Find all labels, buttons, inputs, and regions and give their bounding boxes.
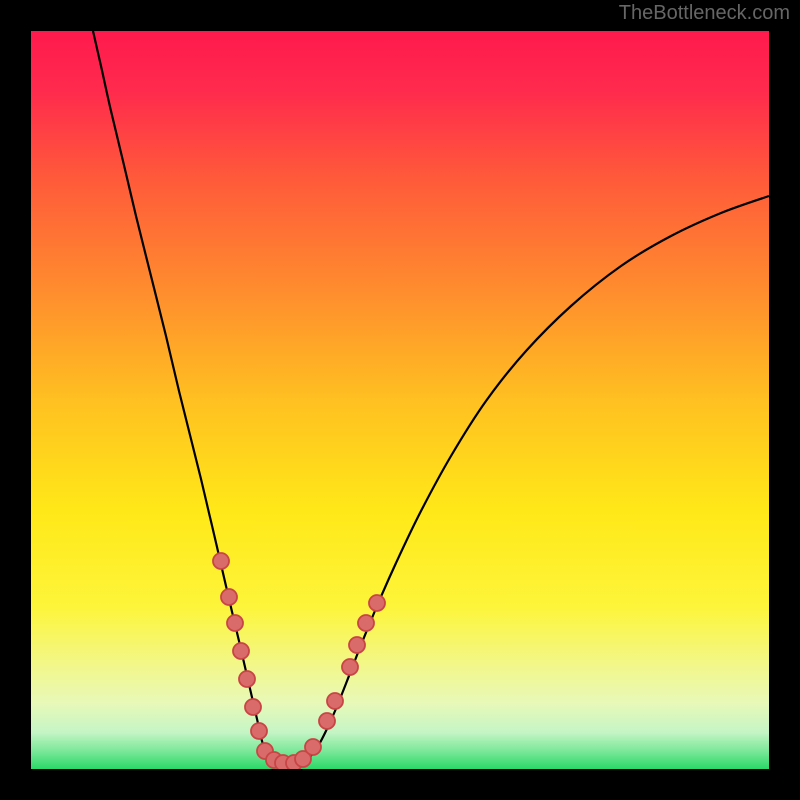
data-marker	[213, 553, 229, 569]
data-marker	[233, 643, 249, 659]
left-curve	[93, 31, 291, 764]
data-marker	[305, 739, 321, 755]
data-marker	[245, 699, 261, 715]
data-markers	[213, 553, 385, 769]
curve-layer	[31, 31, 769, 769]
data-marker	[369, 595, 385, 611]
data-marker	[221, 589, 237, 605]
chart-container: TheBottleneck.com	[0, 0, 800, 800]
watermark-text: TheBottleneck.com	[619, 2, 790, 25]
data-marker	[319, 713, 335, 729]
data-marker	[251, 723, 267, 739]
data-marker	[358, 615, 374, 631]
right-curve	[291, 196, 769, 764]
plot-area	[31, 31, 769, 769]
data-marker	[227, 615, 243, 631]
data-marker	[239, 671, 255, 687]
data-marker	[349, 637, 365, 653]
data-marker	[327, 693, 343, 709]
data-marker	[342, 659, 358, 675]
